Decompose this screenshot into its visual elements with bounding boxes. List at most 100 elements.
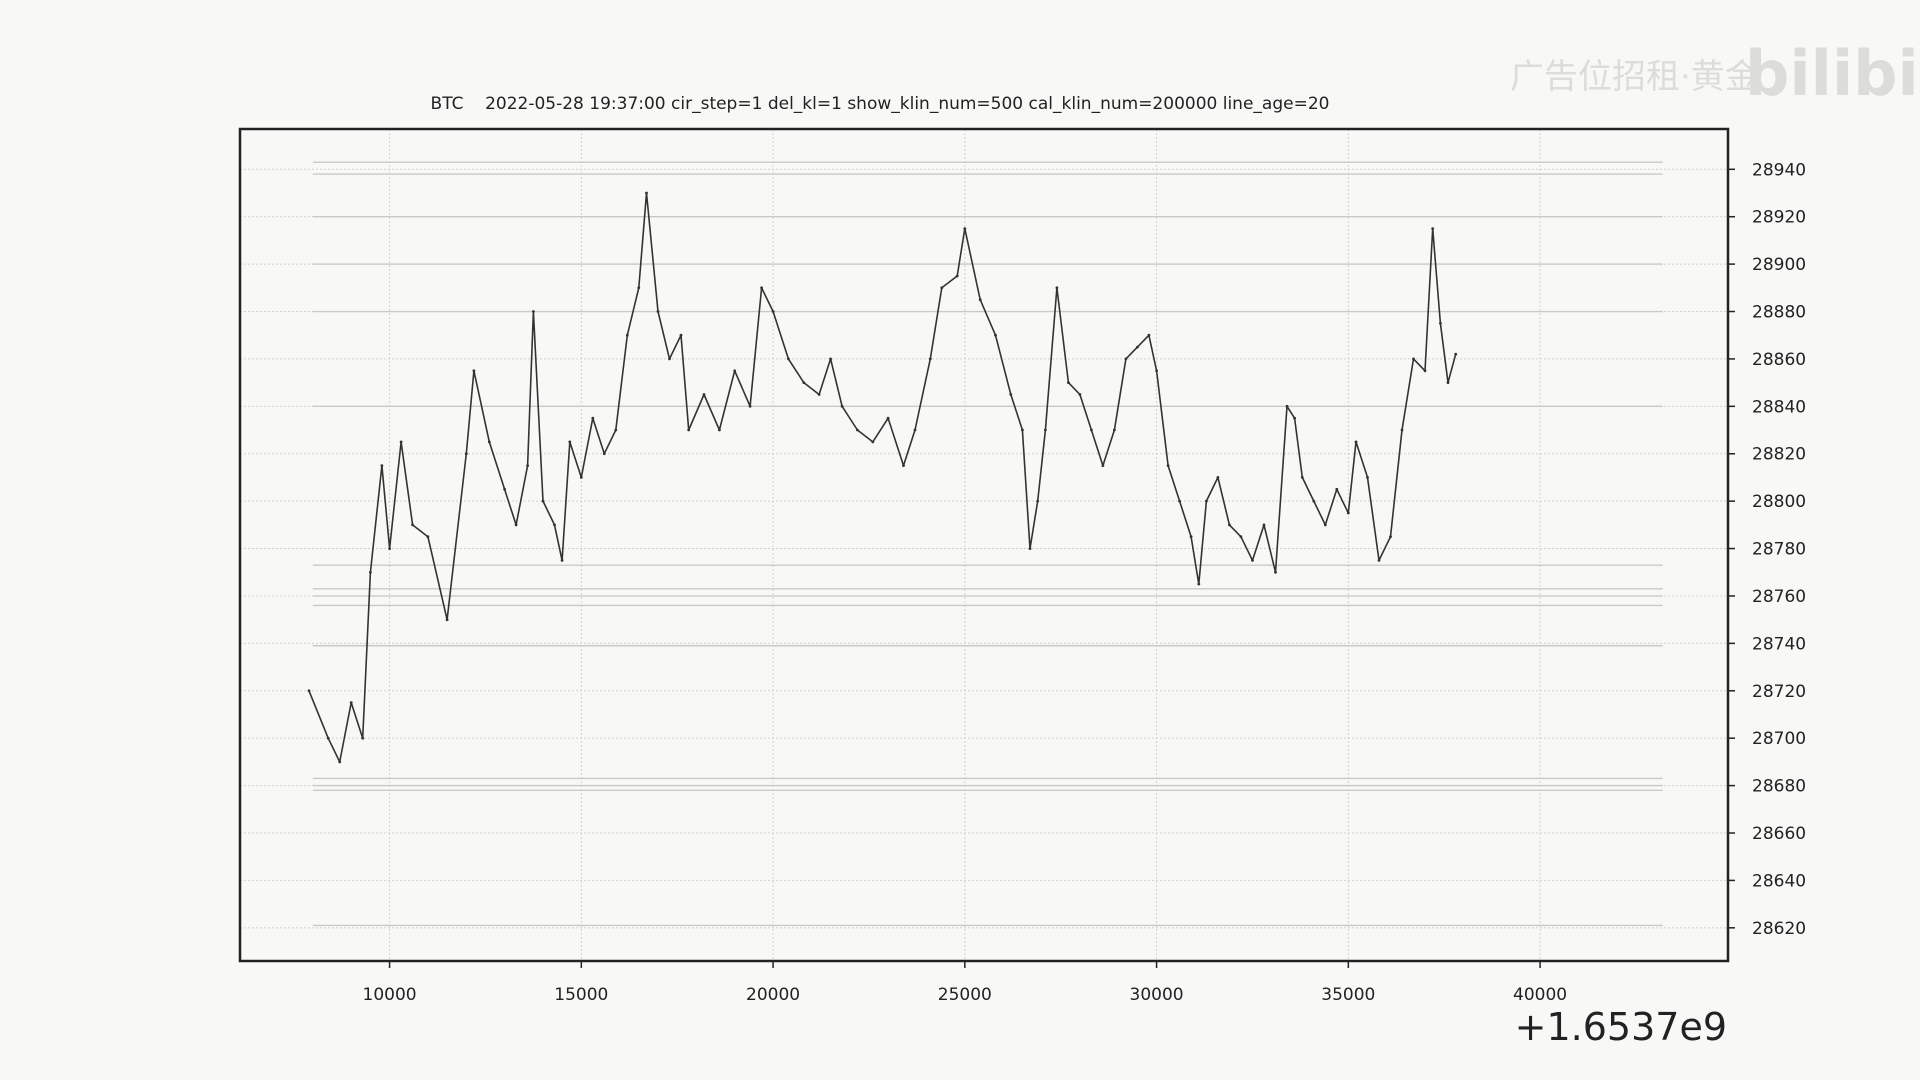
- series-point: [1055, 286, 1059, 290]
- x-tick-label: 30000: [1130, 985, 1184, 1005]
- series-point: [748, 404, 752, 408]
- y-tick-label: 28660: [1752, 824, 1806, 844]
- series-point: [718, 428, 721, 432]
- series-point: [668, 357, 671, 361]
- series-line: [308, 192, 1457, 763]
- series-point: [1009, 393, 1013, 396]
- series-point: [560, 559, 564, 562]
- x-tick-label: 25000: [938, 985, 992, 1005]
- series-point: [978, 298, 982, 302]
- series-point: [1124, 357, 1128, 361]
- series-point: [1354, 440, 1358, 444]
- series-point: [338, 760, 342, 764]
- series-point: [1036, 499, 1040, 503]
- series-point: [1028, 547, 1032, 550]
- series-point: [1446, 381, 1450, 384]
- series-point: [802, 381, 806, 384]
- series-point: [1412, 357, 1415, 361]
- y-tick-label: 28940: [1752, 160, 1806, 180]
- series-point: [399, 440, 403, 444]
- y-tick-label: 28720: [1752, 682, 1806, 702]
- y-tick-label: 28680: [1752, 777, 1806, 797]
- x-tick-label: 35000: [1321, 985, 1375, 1005]
- series-point: [760, 286, 763, 290]
- bilibili-logo: bilibili: [1745, 37, 1920, 110]
- series-point: [913, 428, 917, 432]
- y-tick-label: 28760: [1752, 587, 1806, 607]
- series-point: [1293, 416, 1296, 420]
- series-point: [871, 440, 875, 444]
- y-tick-label: 28740: [1752, 634, 1806, 654]
- y-tick-label: 28620: [1752, 919, 1806, 939]
- series-point: [1300, 476, 1304, 479]
- y-tick-label: 28780: [1752, 540, 1806, 560]
- series-point: [326, 736, 330, 740]
- series-point: [1197, 582, 1201, 586]
- series-point: [1454, 352, 1458, 356]
- series-point: [1377, 559, 1381, 562]
- series-point: [1312, 499, 1316, 503]
- y-tick-label: 28700: [1752, 729, 1806, 749]
- series-point: [553, 523, 556, 527]
- series-point: [1067, 381, 1070, 384]
- series-point: [625, 333, 629, 337]
- series-point: [771, 310, 775, 313]
- price-series: [307, 191, 1458, 764]
- series-point: [856, 428, 859, 432]
- y-tick-label: 28880: [1752, 303, 1806, 323]
- series-point: [472, 369, 476, 373]
- series-point: [1228, 523, 1231, 527]
- series-point: [361, 736, 365, 740]
- series-point: [902, 464, 905, 467]
- series-point: [380, 464, 384, 467]
- series-point: [532, 310, 535, 313]
- series-point: [487, 440, 491, 444]
- series-point: [733, 369, 737, 373]
- x-tick-label: 40000: [1513, 985, 1567, 1005]
- series-point: [307, 689, 311, 693]
- series-point: [568, 440, 572, 444]
- series-point: [514, 523, 518, 527]
- y-axis: 28620 28640 28660 28680 28700 28720 28740 28760…: [1728, 160, 1806, 939]
- series-point: [602, 452, 606, 456]
- series-point: [426, 535, 430, 539]
- series-point: [526, 464, 529, 467]
- series-point: [687, 428, 691, 432]
- y-tick-label: 28900: [1752, 255, 1806, 275]
- series-point: [411, 523, 414, 527]
- series-point: [645, 191, 648, 195]
- y-tick-label: 28840: [1752, 397, 1806, 417]
- horizontal-levels: [312, 161, 1663, 927]
- plot-frame: [238, 127, 1730, 963]
- series-point: [1044, 428, 1047, 432]
- series-point: [503, 487, 506, 491]
- y-tick-label: 28860: [1752, 350, 1806, 370]
- series-point: [656, 310, 660, 313]
- watermark-handle: 广告位招租·黄金: [1510, 57, 1759, 97]
- series-point: [1189, 535, 1193, 539]
- series-point: [1136, 345, 1139, 349]
- y-tick-label: 28640: [1752, 871, 1806, 891]
- series-point: [591, 416, 595, 420]
- watermark: 广告位招租·黄金 bilibili: [1510, 37, 1920, 110]
- x-tick-label: 15000: [554, 985, 608, 1005]
- series-point: [1205, 499, 1208, 503]
- series-point: [1101, 464, 1105, 467]
- series-point: [1389, 535, 1392, 539]
- series-point: [1251, 559, 1254, 562]
- series-point: [829, 357, 832, 361]
- series-point: [1239, 535, 1243, 539]
- series-point: [817, 393, 821, 396]
- series-point: [1335, 487, 1339, 491]
- y-tick-label: 28800: [1752, 492, 1806, 512]
- series-point: [1147, 333, 1151, 337]
- series-point: [445, 618, 449, 622]
- series-point: [579, 476, 583, 479]
- chart-title: BTC 2022-05-28 19:37:00 cir_step=1 del_k…: [431, 94, 1330, 114]
- series-point: [349, 701, 353, 704]
- series-point: [1323, 523, 1327, 527]
- series-point: [1178, 499, 1181, 503]
- series-point: [614, 428, 618, 432]
- series-point: [1113, 428, 1116, 432]
